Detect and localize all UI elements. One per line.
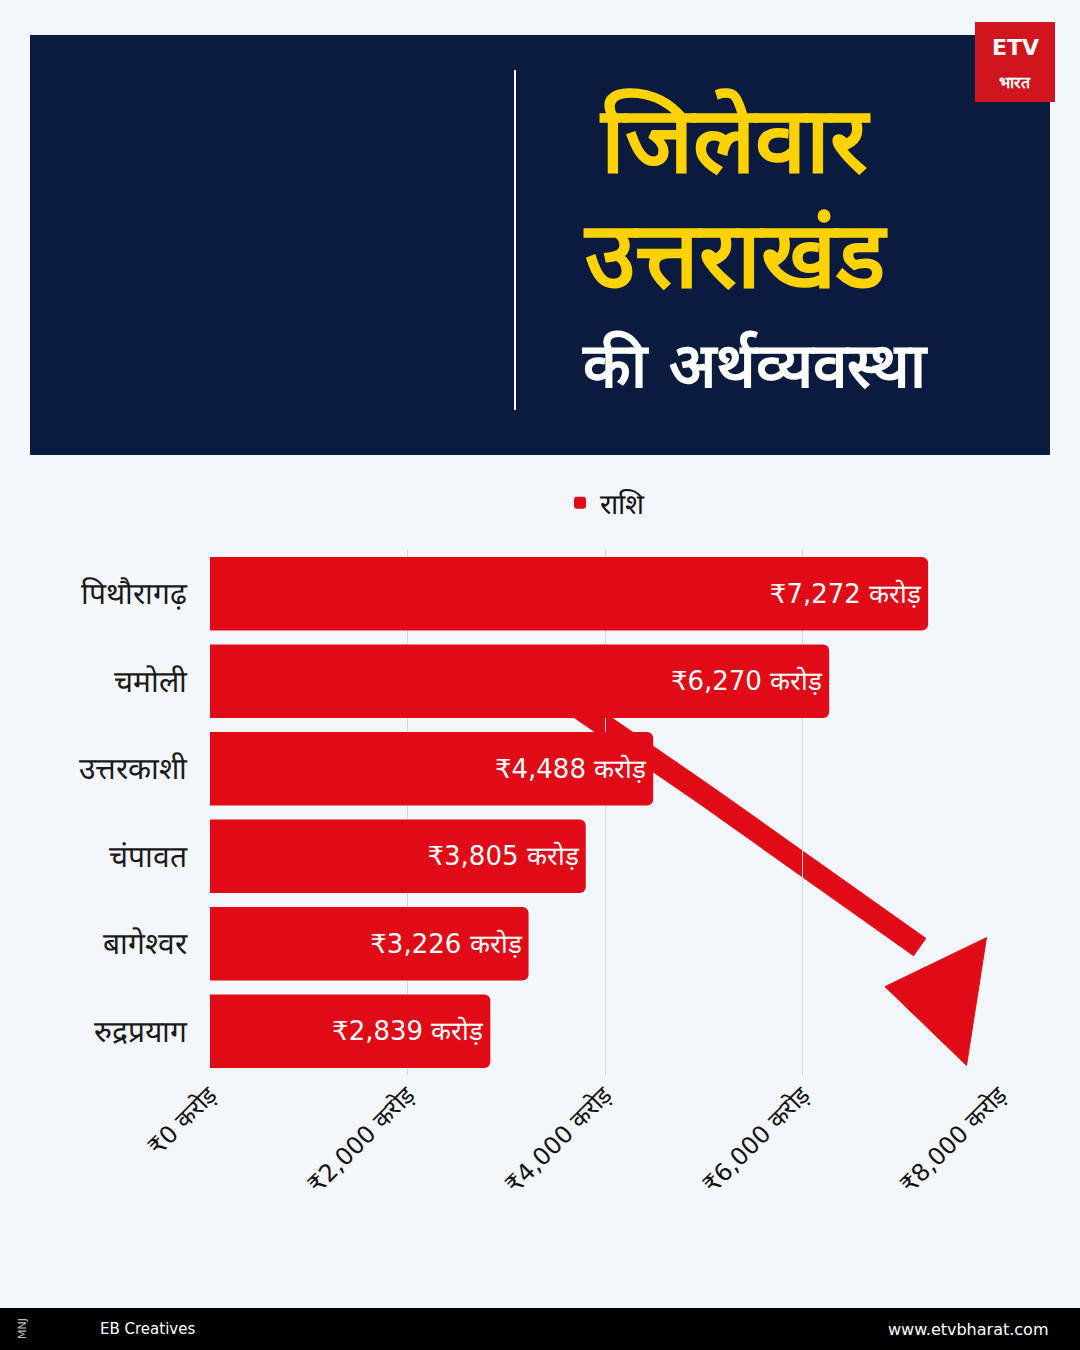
- svg-text:₹3,805 करोड़: ₹3,805 करोड़: [428, 841, 580, 871]
- svg-text:₹7,272 करोड़: ₹7,272 करोड़: [770, 579, 922, 609]
- svg-text:₹0 करोड़: ₹0 करोड़: [143, 1080, 224, 1161]
- svg-text:₹6,270 करोड़: ₹6,270 करोड़: [671, 666, 823, 696]
- svg-text:₹6,000 करोड़: ₹6,000 करोड़: [697, 1080, 816, 1199]
- svg-text:चमोली: चमोली: [114, 664, 188, 699]
- svg-text:ETV: ETV: [992, 35, 1039, 60]
- svg-text:₹8,000 करोड़: ₹8,000 करोड़: [895, 1080, 1014, 1199]
- svg-text:राशि: राशि: [600, 488, 645, 521]
- svg-text:की अर्थव्यवस्था: की अर्थव्यवस्था: [582, 329, 928, 402]
- svg-text:₹2,839 करोड़: ₹2,839 करोड़: [332, 1016, 484, 1046]
- svg-text:उत्तरकाशी: उत्तरकाशी: [79, 751, 188, 786]
- svg-text:जिलेवार: जिलेवार: [599, 87, 871, 194]
- svg-text:₹4,488 करोड़: ₹4,488 करोड़: [495, 754, 647, 784]
- svg-text:भारत: भारत: [999, 73, 1031, 92]
- svg-text:EB Creatives: EB Creatives: [100, 1320, 195, 1338]
- svg-text:₹3,226 करोड़: ₹3,226 करोड़: [370, 929, 522, 959]
- svg-text:पिथौरागढ़: पिथौरागढ़: [81, 576, 188, 611]
- svg-text:चंपावत: चंपावत: [109, 839, 188, 874]
- svg-text:उत्तराखंड: उत्तराखंड: [583, 202, 888, 309]
- svg-text:MNJ: MNJ: [16, 1318, 29, 1339]
- svg-text:₹2,000 करोड़: ₹2,000 करोड़: [302, 1080, 421, 1199]
- svg-text:www.etvbharat.com: www.etvbharat.com: [888, 1320, 1048, 1339]
- svg-text:बागेश्वर: बागेश्वर: [103, 926, 188, 961]
- svg-text:रुद्रप्रयाग: रुद्रप्रयाग: [94, 1014, 188, 1049]
- svg-text:₹4,000 करोड़: ₹4,000 करोड़: [500, 1080, 619, 1199]
